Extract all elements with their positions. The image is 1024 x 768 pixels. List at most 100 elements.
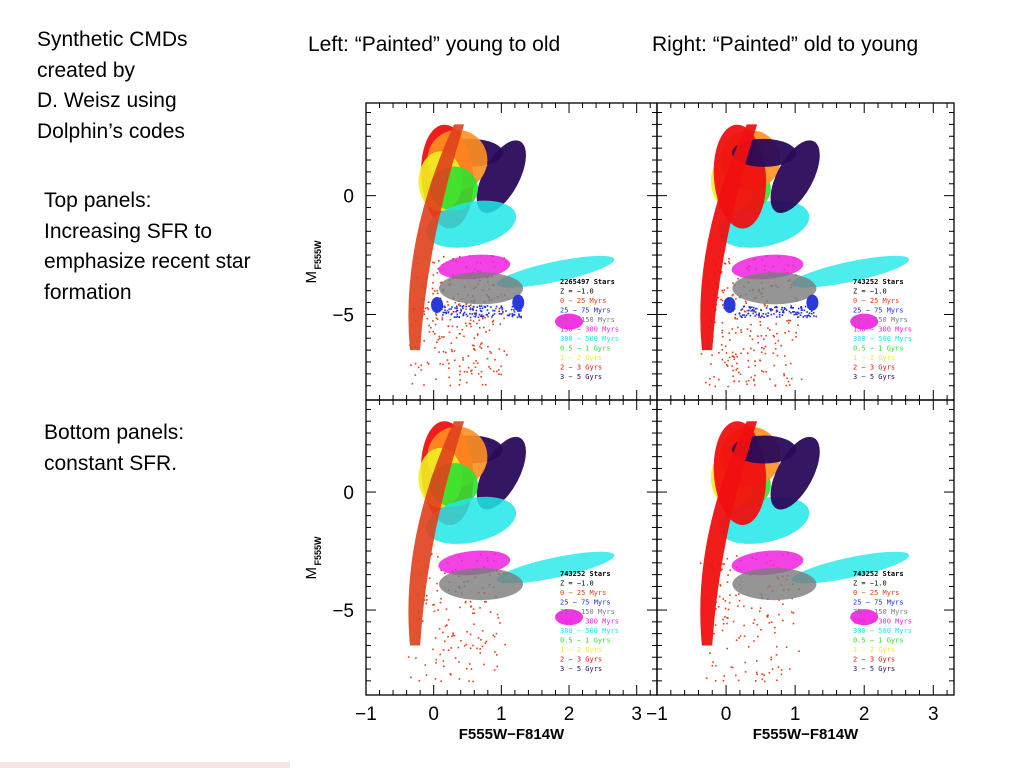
legend: 743252 Stars Z = −1.00 − 25 Myrs 25 − 75 M… bbox=[560, 570, 619, 673]
legend-entry: 150 − 300 Myrs bbox=[560, 326, 619, 334]
legend-star-count: 2265497 Stars bbox=[560, 278, 615, 286]
stars-300-500myr-branch bbox=[791, 551, 910, 584]
axis-ticks bbox=[365, 400, 657, 695]
stars-300-500myr bbox=[425, 496, 517, 544]
x-tick-label: 1 bbox=[790, 704, 801, 725]
main-sequence-band bbox=[700, 124, 758, 351]
stars-25-75myr bbox=[733, 305, 818, 319]
legend-entry: 75 − 150 Myrs bbox=[560, 316, 615, 324]
blue-loop-left bbox=[723, 296, 736, 313]
stars-75-150myr bbox=[439, 272, 524, 305]
x-tick-label: 3 bbox=[928, 704, 939, 725]
y-tick-label: 0 bbox=[343, 187, 354, 208]
main-sequence-band bbox=[700, 421, 758, 646]
legend: 743252 Stars Z = −1.00 − 25 Myrs 25 − 75 M… bbox=[853, 570, 912, 673]
credit-line: Synthetic CMDs bbox=[37, 28, 188, 51]
legend-entry: 150 − 300 Myrs bbox=[853, 618, 912, 626]
legend-entry: 0 − 25 Myrs bbox=[560, 297, 606, 305]
bottom-panels-note: Bottom panels: constant SFR. bbox=[44, 418, 184, 479]
credit-note: Synthetic CMDs created by D. Weisz using… bbox=[37, 25, 188, 147]
axis-ticks bbox=[656, 103, 954, 400]
cmd-points bbox=[408, 124, 615, 387]
old-rgb-3-5gyr bbox=[770, 140, 820, 213]
legend-entry: 0.5 − 1 Gyrs bbox=[853, 345, 904, 353]
y-tick-label: 0 bbox=[343, 483, 354, 504]
legend-entry: 75 − 150 Myrs bbox=[853, 608, 908, 616]
blue-loop-right bbox=[512, 294, 525, 311]
bottom-decoration bbox=[0, 762, 290, 768]
old-rgb-3-5gyr bbox=[476, 436, 526, 510]
stars-150-300myr-clump bbox=[555, 609, 584, 626]
x-tick-label: 3 bbox=[631, 704, 642, 725]
stars-150-300myr-clump bbox=[850, 609, 879, 626]
x-tick-label: 2 bbox=[564, 704, 575, 725]
y-axis-label: M bbox=[303, 567, 320, 580]
stars-300-500myr bbox=[425, 200, 517, 248]
stars-300-500myr-branch bbox=[496, 551, 615, 584]
old-rgb-3-5gyr bbox=[476, 140, 526, 213]
stars-75-150myr bbox=[732, 568, 817, 601]
legend-entry: 150 − 300 Myrs bbox=[560, 618, 619, 626]
x-tick-label: 0 bbox=[428, 704, 439, 725]
cmd-panel-bottom-left: 743252 Stars Z = −1.00 − 25 Myrs 25 − 75 M… bbox=[303, 399, 658, 743]
legend-star-count: 743252 Stars bbox=[560, 570, 611, 578]
top-note-line: Increasing SFR to bbox=[44, 219, 213, 243]
axis-ticks bbox=[365, 103, 657, 400]
legend-entry: 25 − 75 Myrs bbox=[853, 307, 904, 315]
legend-entry: 1 − 2 Gyrs bbox=[853, 354, 895, 362]
credit-line: D. Weisz using bbox=[37, 89, 177, 112]
blue-loop-right bbox=[806, 294, 819, 311]
legend-entry: 3 − 5 Gyrs bbox=[560, 373, 602, 381]
stars-25-75myr bbox=[441, 305, 522, 319]
x-axis-label: F555W−F814W bbox=[459, 726, 565, 743]
legend-metallicity: Z = −1.0 bbox=[560, 580, 594, 588]
legend-entry: 300 − 500 Myrs bbox=[560, 335, 619, 343]
stars-75-150myr bbox=[732, 272, 817, 305]
cmd-points bbox=[700, 124, 910, 388]
main-sequence-band bbox=[408, 124, 465, 351]
stars-75-150myr bbox=[439, 568, 524, 601]
legend: 743252 Stars Z = −1.00 − 25 Myrs 25 − 75 M… bbox=[853, 278, 912, 381]
bottom-note-line: Bottom panels: bbox=[44, 421, 185, 444]
x-axis-label: F555W−F814W bbox=[753, 726, 859, 743]
legend-entry: 1 − 2 Gyrs bbox=[560, 354, 602, 362]
legend-entry: 75 − 150 Myrs bbox=[853, 316, 908, 324]
x-tick-label: −1 bbox=[355, 704, 377, 725]
main-sequence-band bbox=[408, 421, 465, 646]
legend-entry: 0.5 − 1 Gyrs bbox=[560, 345, 611, 353]
heading-right: Right: “Painted” old to young bbox=[652, 33, 919, 56]
legend-entry: 2 − 3 Gyrs bbox=[853, 656, 895, 664]
heading-left: Left: “Painted” young to old bbox=[308, 33, 561, 56]
legend-entry: 0 − 25 Myrs bbox=[853, 589, 899, 597]
stars-150-300myr-clump bbox=[555, 313, 584, 330]
legend-entry: 0 − 25 Myrs bbox=[853, 297, 899, 305]
legend-entry: 1 − 2 Gyrs bbox=[560, 646, 602, 654]
legend-entry: 25 − 75 Myrs bbox=[853, 599, 904, 607]
cmd-points bbox=[407, 421, 615, 683]
legend-star-count: 743252 Stars bbox=[853, 278, 904, 286]
legend-entry: 0.5 − 1 Gyrs bbox=[853, 637, 904, 645]
cmd-panel-bottom-right: 743252 Stars Z = −1.00 − 25 Myrs 25 − 75 M… bbox=[646, 399, 955, 743]
legend-entry: 0 − 25 Myrs bbox=[560, 589, 606, 597]
legend-entry: 300 − 500 Myrs bbox=[853, 335, 912, 343]
legend-entry: 3 − 5 Gyrs bbox=[853, 665, 895, 673]
legend-entry: 2 − 3 Gyrs bbox=[560, 656, 602, 664]
legend-entry: 300 − 500 Myrs bbox=[853, 627, 912, 635]
legend-entry: 25 − 75 Myrs bbox=[560, 599, 611, 607]
y-tick-label: −5 bbox=[332, 305, 354, 326]
legend-entry: 2 − 3 Gyrs bbox=[853, 364, 895, 372]
top-note-line: formation bbox=[44, 280, 132, 304]
legend-entry: 1 − 2 Gyrs bbox=[853, 646, 895, 654]
bottom-note-line: constant SFR. bbox=[44, 451, 178, 475]
stars-150-300myr-clump bbox=[850, 313, 879, 330]
cmd-points bbox=[699, 421, 910, 683]
cmd-panel-top-left: 2265497 Stars Z = −1.00 − 25 Myrs 25 − 75 … bbox=[303, 102, 658, 401]
legend-metallicity: Z = −1.0 bbox=[560, 288, 594, 296]
top-note-line: Top panels: bbox=[44, 189, 152, 212]
legend-metallicity: Z = −1.0 bbox=[853, 288, 887, 296]
young-stars-red bbox=[700, 255, 803, 388]
legend-entry: 2 − 3 Gyrs bbox=[560, 364, 602, 372]
old-rgb-3-5gyr bbox=[770, 436, 820, 510]
top-panels-note: Top panels: Increasing SFR to emphasize … bbox=[44, 186, 251, 308]
